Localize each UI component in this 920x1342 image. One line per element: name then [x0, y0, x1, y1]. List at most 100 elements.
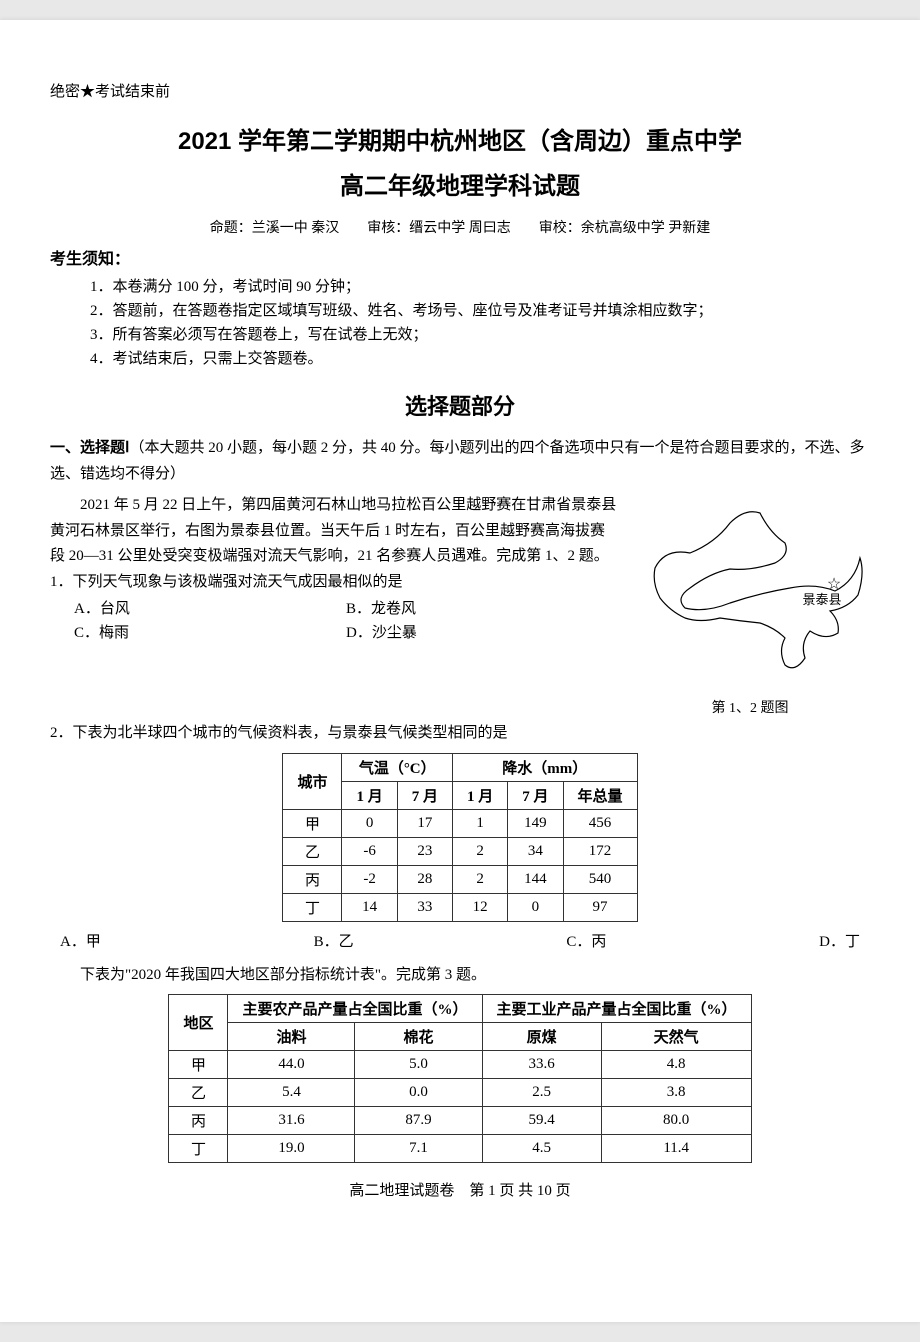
td: 3.8 [601, 1079, 751, 1107]
page-footer: 高二地理试题卷 第 1 页 共 10 页 [50, 1179, 870, 1200]
td: 1 [453, 809, 508, 837]
notice-item: 2．答题前，在答题卷指定区域填写班级、姓名、考场号、座位号及准考证号并填涂相应数… [90, 299, 870, 323]
map-star-label: 景泰县 [802, 592, 841, 607]
td: 4.8 [601, 1051, 751, 1079]
table-row: 乙 5.4 0.0 2.5 3.8 [169, 1079, 751, 1107]
q2-table: 城市 气温（°C） 降水（mm） 1 月 7 月 1 月 7 月 年总量 甲 0… [282, 753, 637, 922]
td: 172 [563, 837, 637, 865]
table-row: 地区 主要农产品产量占全国比重（%） 主要工业产品产量占全国比重（%） [169, 995, 751, 1023]
td: 34 [508, 837, 563, 865]
td: 0.0 [355, 1079, 482, 1107]
notice-item: 1．本卷满分 100 分，考试时间 90 分钟； [90, 275, 870, 299]
q3-table: 地区 主要农产品产量占全国比重（%） 主要工业产品产量占全国比重（%） 油料 棉… [168, 994, 751, 1163]
question-group-label: 一、选择题Ⅰ [50, 439, 129, 456]
map-caption: 第 1、2 题图 [712, 697, 789, 717]
th-sub: 油料 [228, 1023, 355, 1051]
td: 33.6 [482, 1051, 601, 1079]
td: 7.1 [355, 1135, 482, 1163]
td: 乙 [169, 1079, 228, 1107]
q2-option-b: B．乙 [314, 930, 354, 951]
q1-option-d: D．沙尘暴 [346, 621, 618, 645]
td: -6 [342, 837, 397, 865]
td: 14 [342, 893, 397, 921]
td: 乙 [283, 837, 342, 865]
td: 28 [397, 865, 452, 893]
th-sub: 1 月 [342, 781, 397, 809]
td: 33 [397, 893, 452, 921]
td: 11.4 [601, 1135, 751, 1163]
table-row: 甲 44.0 5.0 33.6 4.8 [169, 1051, 751, 1079]
td: 丁 [169, 1135, 228, 1163]
td: 甲 [283, 809, 342, 837]
page: 绝密★考试结束前 2021 学年第二学期期中杭州地区（含周边）重点中学 高二年级… [0, 20, 920, 1322]
q1-options: A．台风 B．龙卷风 C．梅雨 D．沙尘暴 [50, 597, 618, 645]
td: 87.9 [355, 1107, 482, 1135]
th-sub: 7 月 [508, 781, 563, 809]
q3-intro: 下表为"2020 年我国四大地区部分指标统计表"。完成第 3 题。 [50, 963, 870, 989]
th-sub: 年总量 [563, 781, 637, 809]
th-sub: 原煤 [482, 1023, 601, 1051]
th-region: 地区 [169, 995, 228, 1051]
td: 31.6 [228, 1107, 355, 1135]
credits-line: 命题：兰溪一中 秦汉 审核：缙云中学 周曰志 审校：余杭高级中学 尹新建 [50, 217, 870, 237]
passage-text: 2021 年 5 月 22 日上午，第四届黄河石林山地马拉松百公里越野赛在甘肃省… [50, 493, 618, 570]
td: 5.0 [355, 1051, 482, 1079]
q2-option-d: D．丁 [819, 930, 860, 951]
th-indus: 主要工业产品产量占全国比重（%） [482, 995, 751, 1023]
q1-stem: 1．下列天气现象与该极端强对流天气成因最相似的是 [50, 570, 618, 596]
th-agri: 主要农产品产量占全国比重（%） [228, 995, 482, 1023]
q2-stem: 2．下表为北半球四个城市的气候资料表，与景泰县气候类型相同的是 [50, 721, 870, 747]
section-title: 选择题部分 [50, 389, 870, 421]
question-group-header: 一、选择题Ⅰ（本大题共 20 小题，每小题 2 分，共 40 分。每小题列出的四… [50, 435, 870, 487]
exam-subtitle: 高二年级地理学科试题 [50, 166, 870, 201]
td: -2 [342, 865, 397, 893]
td: 17 [397, 809, 452, 837]
star-icon: ☆ [827, 576, 841, 593]
q2-options: A．甲 B．乙 C．丙 D．丁 [60, 930, 860, 951]
td: 0 [508, 893, 563, 921]
table-row: 乙 -6 23 2 34 172 [283, 837, 637, 865]
q2-option-c: C．丙 [566, 930, 606, 951]
q1-option-a: A．台风 [74, 597, 346, 621]
td: 80.0 [601, 1107, 751, 1135]
td: 丙 [169, 1107, 228, 1135]
table-row: 丙 31.6 87.9 59.4 80.0 [169, 1107, 751, 1135]
td: 456 [563, 809, 637, 837]
table-row: 丁 19.0 7.1 4.5 11.4 [169, 1135, 751, 1163]
td: 5.4 [228, 1079, 355, 1107]
td: 149 [508, 809, 563, 837]
passage-with-map: 2021 年 5 月 22 日上午，第四届黄河石林山地马拉松百公里越野赛在甘肃省… [50, 493, 870, 717]
td: 4.5 [482, 1135, 601, 1163]
question-group-desc: （本大题共 20 小题，每小题 2 分，共 40 分。每小题列出的四个备选项中只… [50, 440, 864, 482]
td: 97 [563, 893, 637, 921]
td: 2 [453, 865, 508, 893]
notice-item: 3．所有答案必须写在答题卷上，写在试卷上无效； [90, 323, 870, 347]
q1-option-b: B．龙卷风 [346, 597, 618, 621]
confidential-label: 绝密★考试结束前 [50, 80, 870, 101]
td: 144 [508, 865, 563, 893]
td: 2 [453, 837, 508, 865]
map-svg: ☆ 景泰县 [630, 493, 870, 693]
td: 0 [342, 809, 397, 837]
td: 12 [453, 893, 508, 921]
td: 2.5 [482, 1079, 601, 1107]
table-row: 丁 14 33 12 0 97 [283, 893, 637, 921]
q2-option-a: A．甲 [60, 930, 101, 951]
td: 19.0 [228, 1135, 355, 1163]
td: 59.4 [482, 1107, 601, 1135]
td: 23 [397, 837, 452, 865]
td: 甲 [169, 1051, 228, 1079]
th-sub: 天然气 [601, 1023, 751, 1051]
th-city: 城市 [283, 753, 342, 809]
td: 丙 [283, 865, 342, 893]
q1-option-c: C．梅雨 [74, 621, 346, 645]
th-sub: 1 月 [453, 781, 508, 809]
th-temp: 气温（°C） [342, 753, 453, 781]
table-row: 城市 气温（°C） 降水（mm） [283, 753, 637, 781]
map-figure: ☆ 景泰县 第 1、2 题图 [630, 493, 870, 717]
th-sub: 棉花 [355, 1023, 482, 1051]
th-precip: 降水（mm） [453, 753, 638, 781]
table-row: 丙 -2 28 2 144 540 [283, 865, 637, 893]
notice-title: 考生须知： [50, 245, 870, 269]
exam-title: 2021 学年第二学期期中杭州地区（含周边）重点中学 [50, 121, 870, 156]
